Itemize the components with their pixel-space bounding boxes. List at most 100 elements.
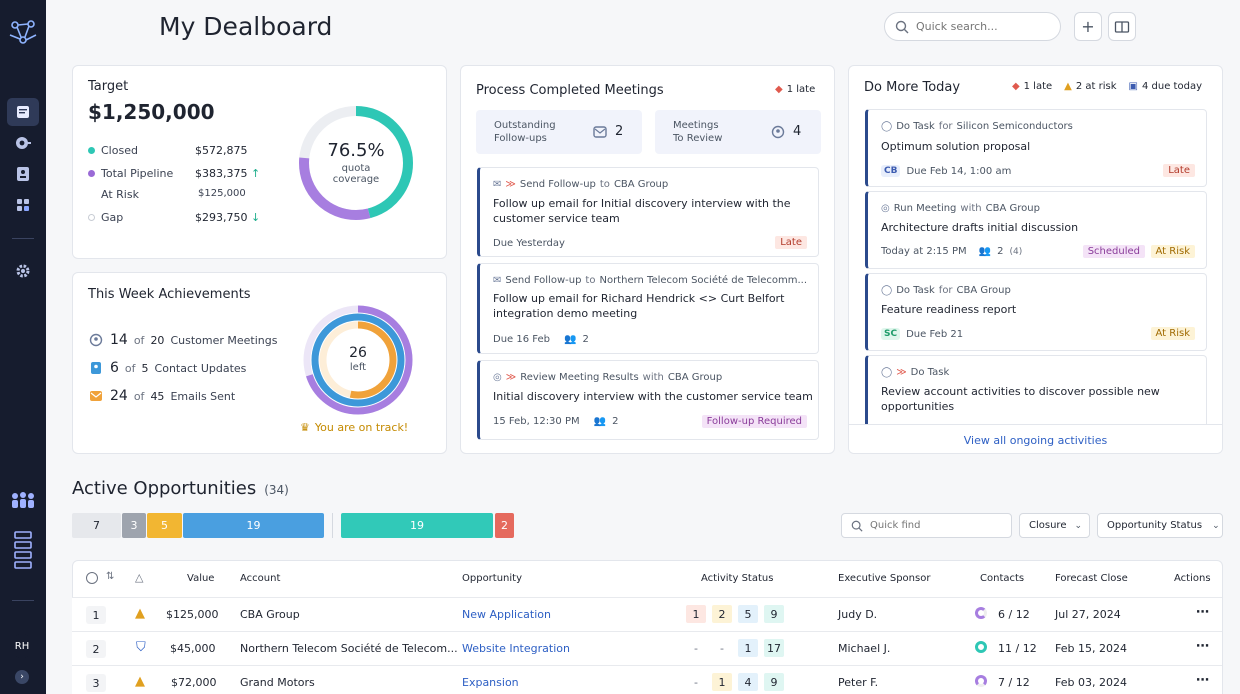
meeting-item[interactable]: ✉ ≫ Send Follow-up to CBA Group Follow up em… [477,167,819,257]
table-row[interactable]: 1 ▲ $125,000 CBA Group New Application 1… [72,597,1222,631]
more-actions-icon[interactable]: ⋯ [1196,639,1209,654]
task-action: Do Task [910,367,950,378]
task-due-row: Today at 2:15 PM 👥 2 (4) [881,246,1022,257]
status-segment[interactable]: 19 [183,513,324,538]
people-icon: 👥 [593,416,607,427]
segment-value: 19 [246,519,261,532]
col-contacts[interactable]: Contacts [980,573,1025,584]
team-icon[interactable] [9,490,37,514]
sidebar-item-apps[interactable] [7,191,39,219]
meeting-prep: to [585,275,596,286]
account-cell[interactable]: Grand Motors [240,676,315,689]
add-button[interactable]: + [1074,12,1102,41]
task-item[interactable]: ◎ Run Meeting with CBA Group Architecture d… [865,191,1207,269]
task-item[interactable]: ◯ ≫ Do Task Review account activities to d… [865,355,1207,435]
apps-icon [17,199,29,211]
sidebar-item-dashboard[interactable] [7,98,39,126]
col-forecast-close[interactable]: Forecast Close [1055,573,1128,584]
check-circle-icon: ◯ [881,367,893,378]
col-value[interactable]: Value [187,573,215,584]
legend-risk: At Risk [88,188,139,201]
avatar[interactable]: RH [10,634,34,658]
col-actions[interactable]: Actions [1174,573,1211,584]
domore-risk-text: 2 at risk [1075,81,1117,92]
priority-icon: ≫ [896,367,907,378]
contacts-ring [311,313,405,407]
logo-icon[interactable] [6,15,40,49]
meeting-item[interactable]: ◎ ≫ Review Meeting Results with CBA Group In… [477,360,819,440]
legend-risk-value: $125,000 [198,188,246,199]
emails-of: of [133,389,145,403]
more-actions-icon[interactable]: ⋯ [1196,673,1209,688]
col-opportunity[interactable]: Opportunity [462,573,523,584]
quick-find[interactable] [841,513,1012,538]
shield-check-icon: ⛉ [136,640,146,655]
stat-followups[interactable]: Outstanding Follow-ups 2 [476,110,642,154]
task-target: Silicon Semiconductors [956,121,1073,132]
col-executive-sponsor[interactable]: Executive Sponsor [838,573,931,584]
quick-find-input[interactable] [870,520,1000,531]
meetings-count: 14 [110,332,128,348]
sidebar-item-contacts[interactable] [7,160,39,188]
warning-header-icon[interactable]: △ [135,571,144,584]
account-cell[interactable]: CBA Group [240,608,300,621]
more-actions-icon[interactable]: ⋯ [1196,605,1209,620]
scheduled-tag: Scheduled [1082,245,1145,258]
meeting-prep: to [599,179,610,190]
task-header: ◎ Run Meeting with CBA Group [881,203,1040,214]
status-segment[interactable]: 7 [72,513,121,538]
table-row[interactable]: 3 ▲ $72,000 Grand Motors Expansion - 1 4… [72,665,1222,694]
opportunity-link[interactable]: Website Integration [462,642,570,655]
task-due: Due Feb 21 [906,328,964,340]
week-rings [303,305,413,415]
book-icon [1114,20,1130,33]
status-segment[interactable]: 19 [341,513,493,538]
review-icon [771,125,785,139]
sidebar-item-settings[interactable] [7,257,39,285]
meeting-icon: ◎ [881,203,890,214]
col-account[interactable]: Account [240,573,281,584]
people-icon: 👥 [978,246,992,257]
account-cell[interactable]: Northern Telecom Société de Telecom... [240,642,458,655]
domore-title: Do More Today [864,80,961,95]
task-desc-2: opportunities [881,400,955,413]
gap-value: $293,750 [195,211,248,224]
late-diamond-icon: ◆ [775,84,783,95]
status-segment[interactable]: 5 [147,513,182,538]
email-icon: ✉ [493,275,502,286]
sort-icon[interactable]: ⇅ [106,571,115,582]
segment-value: 3 [130,519,138,532]
expand-icon[interactable]: › [15,670,29,684]
meetings-late: ◆ 1 late [775,84,815,95]
search-box[interactable] [884,12,1061,41]
followup-tag: Follow-up Required [701,415,807,428]
status-count: 1 [738,639,758,657]
meeting-due-row: Due 16 Feb 👥 2 [493,334,589,345]
opportunity-link[interactable]: Expansion [462,676,519,689]
stat-review[interactable]: Meetings To Review 4 [655,110,821,154]
stack-icon[interactable] [13,530,33,574]
meeting-item[interactable]: ✉ Send Follow-up to Northern Telecom Sociét… [477,263,819,354]
book-button[interactable] [1108,12,1136,41]
closure-filter[interactable]: Closure ⌄ [1019,513,1090,538]
check-circle-icon: ◯ [881,285,893,296]
meeting-prep: with [642,372,664,383]
contacts-total: 5 [141,361,149,375]
target-amount: $1,250,000 [88,100,215,124]
status-segment[interactable]: 2 [495,513,514,538]
status-segment[interactable]: 3 [122,513,146,538]
view-all-link[interactable]: View all ongoing activities [963,433,1108,447]
contacts-ring-icon [975,675,987,687]
sidebar-item-opportunities[interactable] [7,129,39,157]
task-action: Do Task [896,121,935,132]
search-input[interactable] [916,20,1046,33]
task-item[interactable]: ◯ Do Task for CBA Group Feature readiness r… [865,273,1207,351]
target-card: Target $1,250,000 Closed $572,875 Total … [72,65,447,259]
col-activity-status[interactable]: Activity Status [701,573,774,584]
opportunity-link[interactable]: New Application [462,608,551,621]
task-item[interactable]: ◯ Do Task for Silicon Semiconductors Optimu… [865,109,1207,187]
info-icon[interactable] [86,572,98,584]
followup-icon [593,126,607,138]
status-filter[interactable]: Opportunity Status ⌄ [1097,513,1223,538]
table-row[interactable]: 2 ⛉ $45,000 Northern Telecom Société de … [72,631,1222,665]
